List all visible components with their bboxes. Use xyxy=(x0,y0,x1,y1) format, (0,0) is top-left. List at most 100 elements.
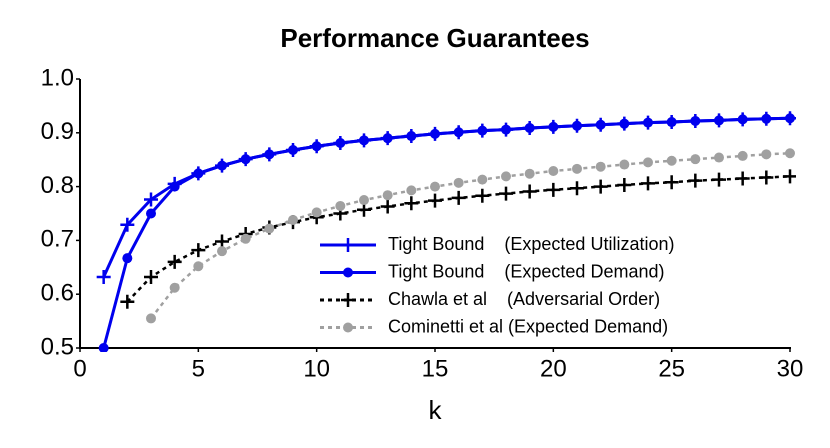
point xyxy=(548,165,559,176)
legend-label: Chawla et al (Adversarial Order) xyxy=(388,289,660,309)
point xyxy=(595,161,606,172)
point xyxy=(311,141,322,152)
point xyxy=(341,238,355,252)
point xyxy=(430,128,440,139)
legend-label: Tight Bound (Expected Demand) xyxy=(388,261,664,281)
point xyxy=(785,113,795,124)
x-axis-label: k xyxy=(429,395,443,425)
point xyxy=(617,177,632,192)
point xyxy=(593,179,608,194)
point xyxy=(451,190,466,205)
point xyxy=(475,188,490,203)
point xyxy=(357,202,371,217)
point xyxy=(406,185,417,196)
legend-label: Tight Bound (Expected Utilization) xyxy=(388,234,674,254)
point xyxy=(714,115,724,126)
y-tick-label: 0.8 xyxy=(41,172,74,199)
point xyxy=(428,193,442,208)
point xyxy=(666,155,677,166)
y-tick-label: 0.9 xyxy=(41,118,74,145)
y-tick-label: 1.0 xyxy=(41,64,74,91)
y-tick-label: 0.5 xyxy=(41,333,74,360)
point xyxy=(664,175,679,190)
point xyxy=(501,171,511,182)
point xyxy=(759,170,774,185)
x-tick-label: 10 xyxy=(303,355,330,382)
x-tick-label: 30 xyxy=(777,355,804,382)
y-tick-label: 0.7 xyxy=(41,226,74,253)
point xyxy=(120,294,135,309)
point xyxy=(572,120,582,131)
point xyxy=(619,159,630,170)
point xyxy=(501,124,511,135)
point xyxy=(737,114,748,125)
point xyxy=(548,121,559,132)
point xyxy=(737,150,748,161)
series-line xyxy=(150,151,791,320)
point xyxy=(335,138,346,149)
point xyxy=(785,148,795,159)
x-tick-label: 15 xyxy=(422,355,449,382)
point xyxy=(144,192,158,207)
point xyxy=(477,125,488,136)
point xyxy=(215,234,229,249)
point xyxy=(761,113,772,124)
point xyxy=(499,186,513,201)
point xyxy=(343,322,353,333)
point xyxy=(146,313,156,324)
point xyxy=(688,173,703,188)
x-tick-label: 25 xyxy=(658,355,685,382)
point xyxy=(666,117,677,128)
point xyxy=(761,149,772,160)
point xyxy=(570,181,584,196)
point xyxy=(382,190,393,201)
point xyxy=(406,131,417,142)
chart-title: Performance Guarantees xyxy=(280,23,589,53)
point xyxy=(477,174,488,185)
point xyxy=(240,154,251,165)
x-tick-label: 5 xyxy=(192,355,205,382)
point xyxy=(193,168,204,179)
point xyxy=(595,119,606,130)
point xyxy=(619,118,630,129)
legend-label: Cominetti et al (Expected Demand) xyxy=(388,316,668,336)
point xyxy=(690,115,701,126)
point xyxy=(380,199,395,214)
point xyxy=(217,160,227,171)
point xyxy=(524,168,535,179)
point xyxy=(335,200,346,211)
point xyxy=(341,293,355,307)
point xyxy=(311,207,322,218)
point xyxy=(430,181,440,192)
point xyxy=(144,269,158,284)
point xyxy=(359,195,369,206)
point xyxy=(643,157,653,168)
point xyxy=(146,208,156,219)
point xyxy=(453,127,464,138)
point xyxy=(404,196,419,211)
point xyxy=(169,282,180,293)
point xyxy=(217,246,227,257)
point xyxy=(264,223,275,234)
point xyxy=(522,184,537,199)
point xyxy=(641,176,655,191)
point xyxy=(288,145,298,156)
point xyxy=(264,149,275,160)
point xyxy=(240,233,251,244)
point xyxy=(122,253,133,264)
x-tick-label: 0 xyxy=(73,355,86,382)
point xyxy=(735,171,750,186)
point xyxy=(643,117,653,128)
point xyxy=(167,254,182,269)
point xyxy=(343,267,353,278)
point xyxy=(546,182,561,197)
point xyxy=(288,214,298,225)
point xyxy=(524,122,535,133)
x-tick-label: 20 xyxy=(540,355,567,382)
point xyxy=(714,152,724,163)
point xyxy=(120,217,135,232)
plot-area xyxy=(96,111,796,352)
point xyxy=(96,269,111,284)
point xyxy=(359,135,369,146)
